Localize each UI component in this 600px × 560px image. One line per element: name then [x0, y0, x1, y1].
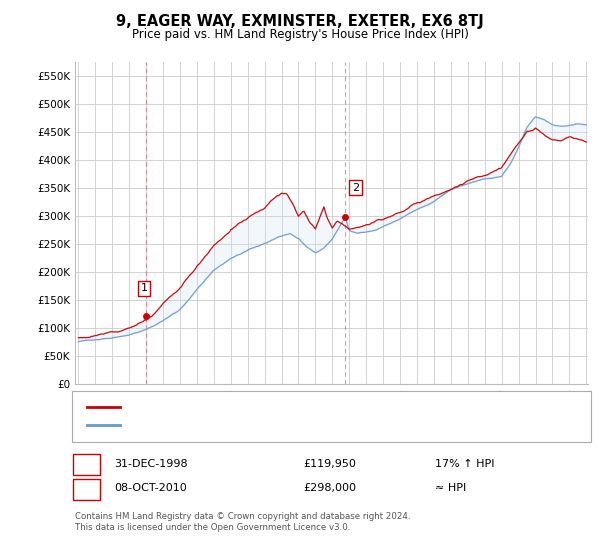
Text: 2: 2 — [83, 482, 90, 495]
Text: Price paid vs. HM Land Registry's House Price Index (HPI): Price paid vs. HM Land Registry's House … — [131, 28, 469, 41]
Text: 9, EAGER WAY, EXMINSTER, EXETER, EX6 8TJ (detached house): 9, EAGER WAY, EXMINSTER, EXETER, EX6 8TJ… — [126, 402, 454, 412]
Text: Contains HM Land Registry data © Crown copyright and database right 2024.
This d: Contains HM Land Registry data © Crown c… — [75, 512, 410, 532]
Text: 08-OCT-2010: 08-OCT-2010 — [114, 483, 187, 493]
Text: ≈ HPI: ≈ HPI — [435, 483, 466, 493]
Text: 1: 1 — [140, 283, 148, 293]
Text: 2: 2 — [352, 183, 359, 193]
Text: £119,950: £119,950 — [303, 459, 356, 469]
Text: 9, EAGER WAY, EXMINSTER, EXETER, EX6 8TJ: 9, EAGER WAY, EXMINSTER, EXETER, EX6 8TJ — [116, 14, 484, 29]
Text: £298,000: £298,000 — [303, 483, 356, 493]
Text: 17% ↑ HPI: 17% ↑ HPI — [435, 459, 494, 469]
Text: HPI: Average price, detached house, Teignbridge: HPI: Average price, detached house, Teig… — [126, 420, 380, 430]
Text: 31-DEC-1998: 31-DEC-1998 — [114, 459, 188, 469]
Text: 1: 1 — [83, 457, 90, 470]
